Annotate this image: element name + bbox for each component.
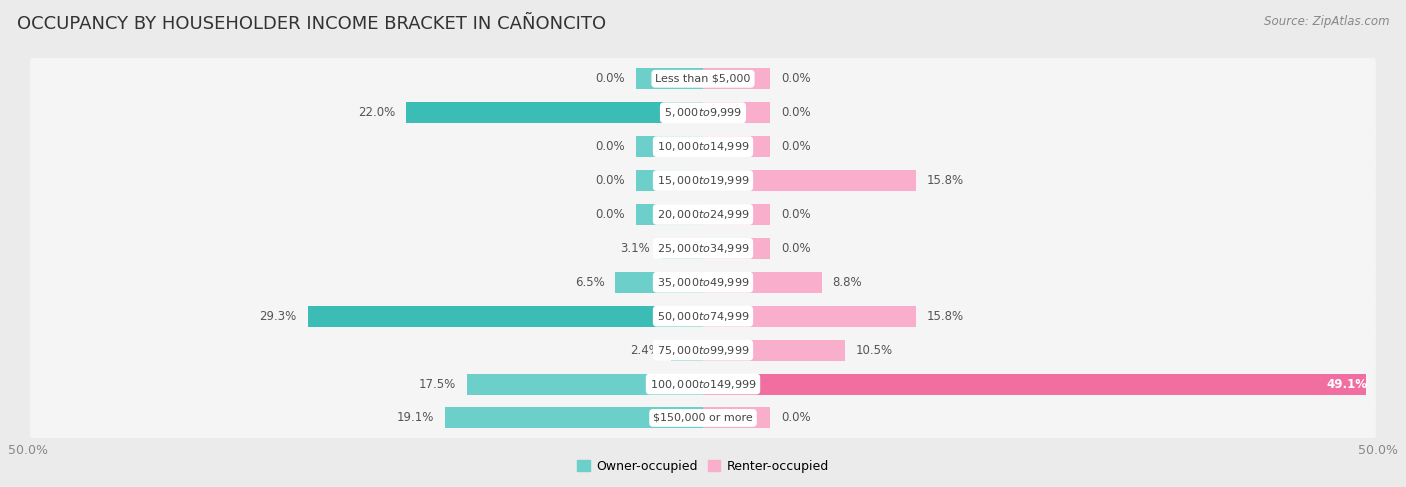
FancyBboxPatch shape: [30, 92, 1376, 133]
Text: 0.0%: 0.0%: [782, 208, 811, 221]
Text: 0.0%: 0.0%: [782, 106, 811, 119]
FancyBboxPatch shape: [30, 58, 1376, 99]
Bar: [703, 272, 821, 293]
Text: 0.0%: 0.0%: [782, 72, 811, 85]
Legend: Owner-occupied, Renter-occupied: Owner-occupied, Renter-occupied: [572, 455, 834, 478]
Text: $100,000 to $149,999: $100,000 to $149,999: [650, 377, 756, 391]
Text: 17.5%: 17.5%: [419, 377, 456, 391]
Bar: [703, 204, 770, 225]
Bar: [671, 339, 703, 361]
Bar: [636, 68, 703, 89]
Text: Source: ZipAtlas.com: Source: ZipAtlas.com: [1264, 15, 1389, 28]
FancyBboxPatch shape: [30, 194, 1376, 235]
FancyBboxPatch shape: [30, 160, 1376, 201]
Text: $25,000 to $34,999: $25,000 to $34,999: [657, 242, 749, 255]
Bar: [406, 102, 703, 123]
Text: 0.0%: 0.0%: [595, 72, 624, 85]
FancyBboxPatch shape: [30, 397, 1376, 439]
Text: 0.0%: 0.0%: [782, 140, 811, 153]
Text: 2.4%: 2.4%: [630, 344, 659, 356]
Bar: [308, 306, 703, 327]
Text: OCCUPANCY BY HOUSEHOLDER INCOME BRACKET IN CAÑONCITO: OCCUPANCY BY HOUSEHOLDER INCOME BRACKET …: [17, 15, 606, 33]
Text: $75,000 to $99,999: $75,000 to $99,999: [657, 344, 749, 356]
Text: 15.8%: 15.8%: [927, 174, 965, 187]
Bar: [703, 102, 770, 123]
Text: Less than $5,000: Less than $5,000: [655, 74, 751, 84]
FancyBboxPatch shape: [30, 126, 1376, 168]
Text: $5,000 to $9,999: $5,000 to $9,999: [664, 106, 742, 119]
Bar: [703, 68, 770, 89]
Bar: [703, 170, 917, 191]
Bar: [703, 339, 845, 361]
FancyBboxPatch shape: [30, 363, 1376, 405]
Text: 15.8%: 15.8%: [927, 310, 965, 323]
Bar: [636, 204, 703, 225]
FancyBboxPatch shape: [30, 262, 1376, 303]
Bar: [703, 136, 770, 157]
Text: 0.0%: 0.0%: [595, 208, 624, 221]
Text: 3.1%: 3.1%: [620, 242, 651, 255]
Bar: [703, 238, 770, 259]
FancyBboxPatch shape: [30, 296, 1376, 337]
Bar: [636, 170, 703, 191]
FancyBboxPatch shape: [30, 228, 1376, 269]
Bar: [446, 408, 703, 429]
FancyBboxPatch shape: [30, 329, 1376, 371]
Text: 22.0%: 22.0%: [359, 106, 395, 119]
Text: $15,000 to $19,999: $15,000 to $19,999: [657, 174, 749, 187]
Text: $20,000 to $24,999: $20,000 to $24,999: [657, 208, 749, 221]
Text: $50,000 to $74,999: $50,000 to $74,999: [657, 310, 749, 323]
Text: 8.8%: 8.8%: [832, 276, 862, 289]
Text: 0.0%: 0.0%: [595, 174, 624, 187]
Text: 49.1%: 49.1%: [1326, 377, 1367, 391]
Text: $35,000 to $49,999: $35,000 to $49,999: [657, 276, 749, 289]
Bar: [703, 374, 1365, 394]
Bar: [661, 238, 703, 259]
Bar: [616, 272, 703, 293]
Text: $150,000 or more: $150,000 or more: [654, 413, 752, 423]
Bar: [467, 374, 703, 394]
Text: 0.0%: 0.0%: [782, 242, 811, 255]
Bar: [703, 408, 770, 429]
Text: 0.0%: 0.0%: [782, 412, 811, 425]
Bar: [703, 306, 917, 327]
Bar: [636, 136, 703, 157]
Text: 29.3%: 29.3%: [260, 310, 297, 323]
Text: 10.5%: 10.5%: [855, 344, 893, 356]
Text: 0.0%: 0.0%: [595, 140, 624, 153]
Text: 6.5%: 6.5%: [575, 276, 605, 289]
Text: $10,000 to $14,999: $10,000 to $14,999: [657, 140, 749, 153]
Text: 19.1%: 19.1%: [396, 412, 434, 425]
